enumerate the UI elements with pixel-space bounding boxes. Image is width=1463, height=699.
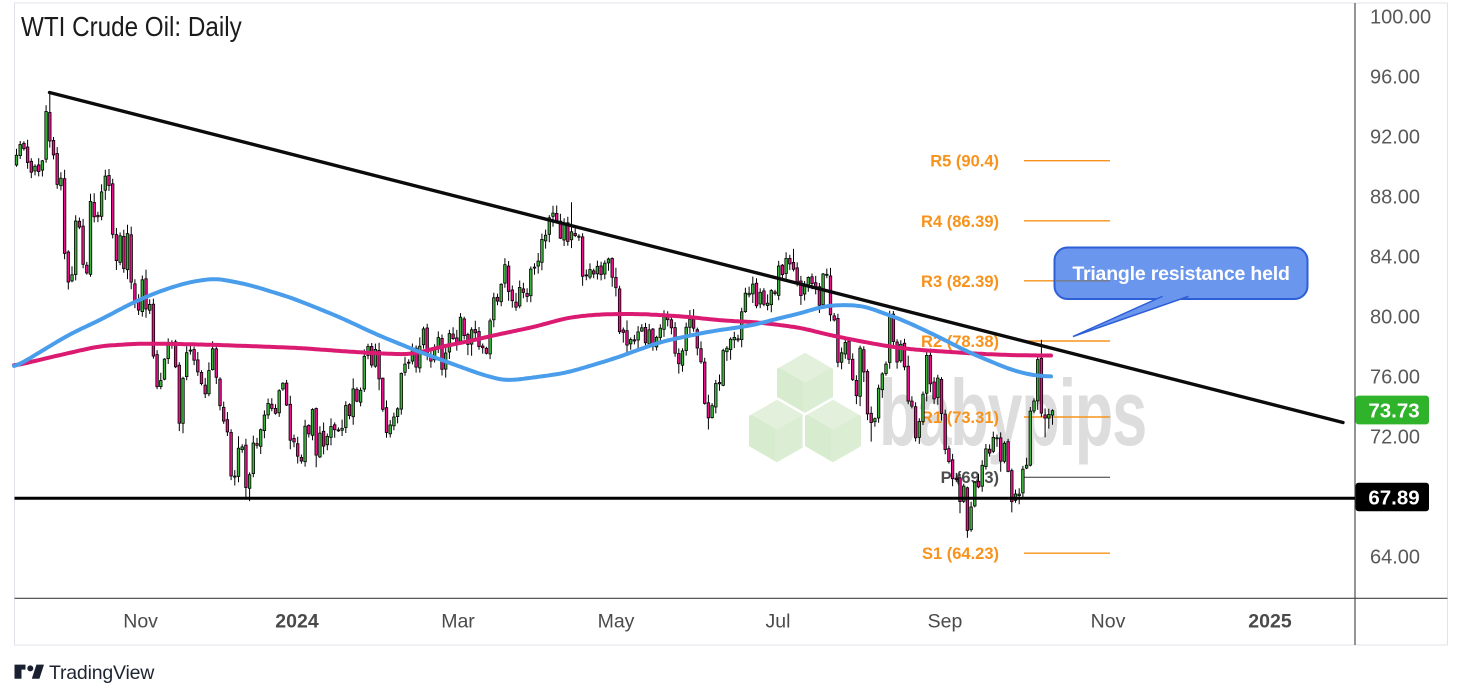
svg-text:R1 (73.31): R1 (73.31) <box>921 409 999 427</box>
svg-text:96.00: 96.00 <box>1370 67 1420 89</box>
svg-text:64.00: 64.00 <box>1370 547 1420 569</box>
svg-text:2025: 2025 <box>1248 611 1292 633</box>
svg-text:S1 (64.23): S1 (64.23) <box>922 545 999 563</box>
svg-text:67.89: 67.89 <box>1368 487 1419 510</box>
svg-text:92.00: 92.00 <box>1370 127 1420 149</box>
svg-text:100.00: 100.00 <box>1370 7 1431 29</box>
svg-text:84.00: 84.00 <box>1370 247 1420 269</box>
svg-text:R4 (86.39): R4 (86.39) <box>921 213 999 231</box>
svg-text:Triangle resistance held: Triangle resistance held <box>1072 263 1289 285</box>
svg-text:Nov: Nov <box>1091 611 1126 633</box>
svg-text:72.00: 72.00 <box>1370 427 1420 449</box>
svg-text:Jul: Jul <box>766 611 791 633</box>
svg-text:Mar: Mar <box>441 611 475 633</box>
svg-text:76.00: 76.00 <box>1370 367 1420 389</box>
svg-text:R3 (82.39): R3 (82.39) <box>921 273 999 291</box>
svg-text:May: May <box>598 611 635 633</box>
svg-text:R5 (90.4): R5 (90.4) <box>930 153 999 171</box>
svg-text:Sep: Sep <box>928 611 963 633</box>
svg-text:2024: 2024 <box>275 611 319 633</box>
svg-text:P (69.3): P (69.3) <box>941 469 999 487</box>
svg-text:88.00: 88.00 <box>1370 187 1420 209</box>
svg-text:80.00: 80.00 <box>1370 307 1420 329</box>
svg-text:Nov: Nov <box>123 611 158 633</box>
svg-text:73.73: 73.73 <box>1368 400 1419 423</box>
